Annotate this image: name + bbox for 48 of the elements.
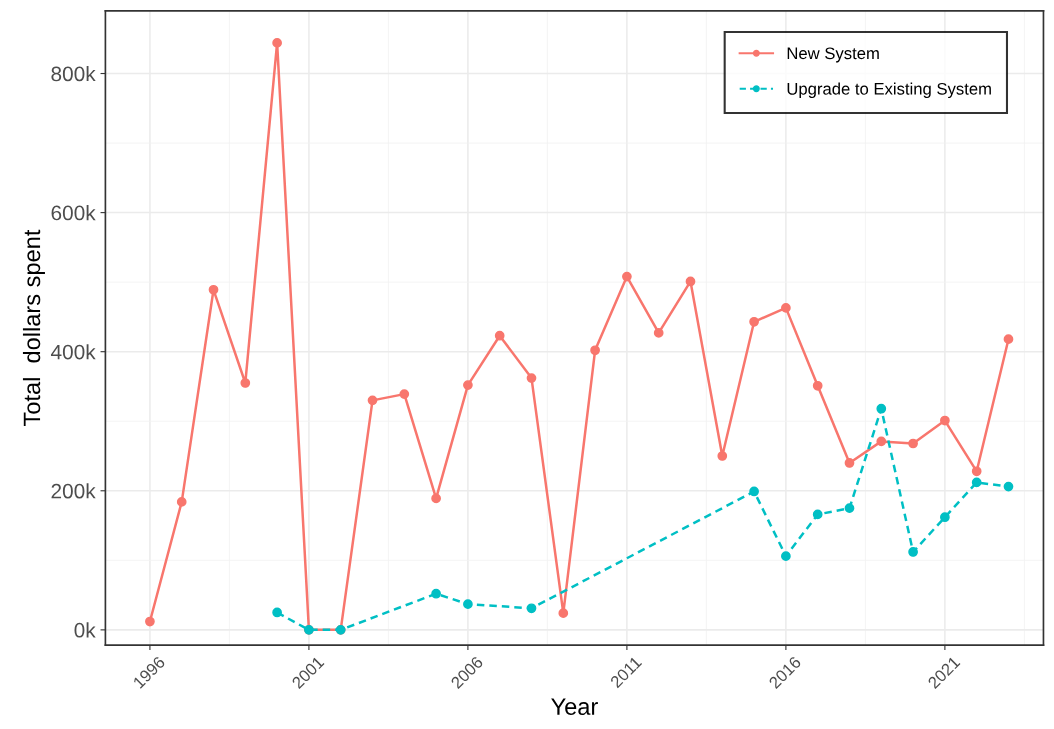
y-tick-label: 600k bbox=[51, 205, 96, 221]
point bbox=[431, 588, 441, 599]
point bbox=[844, 458, 855, 468]
point bbox=[1003, 334, 1014, 345]
point bbox=[876, 403, 887, 414]
legend-label: Upgrade to Existing System bbox=[787, 82, 991, 99]
point bbox=[717, 451, 728, 461]
point bbox=[367, 395, 378, 406]
y-axis-title: Total dollars spent bbox=[22, 229, 45, 426]
point bbox=[399, 389, 410, 399]
point bbox=[526, 373, 537, 383]
point bbox=[812, 380, 823, 391]
point bbox=[272, 607, 282, 618]
point bbox=[590, 345, 600, 356]
point bbox=[622, 271, 632, 282]
point bbox=[526, 603, 537, 614]
point bbox=[463, 380, 473, 390]
point bbox=[781, 303, 791, 313]
y-tick-label: 0k bbox=[74, 622, 96, 638]
point bbox=[844, 503, 855, 514]
y-tick-label: 400k bbox=[50, 344, 96, 360]
y-tick-label: 200k bbox=[51, 483, 96, 499]
point bbox=[971, 466, 982, 477]
point bbox=[908, 547, 918, 557]
point bbox=[940, 415, 950, 426]
point bbox=[176, 497, 187, 507]
point bbox=[1003, 481, 1014, 492]
point bbox=[494, 330, 505, 341]
legend-label: New System bbox=[787, 47, 879, 63]
y-tick-label: 800k bbox=[51, 65, 96, 82]
point bbox=[558, 608, 569, 619]
point bbox=[940, 512, 950, 523]
point bbox=[272, 38, 282, 48]
point bbox=[240, 378, 251, 388]
point bbox=[749, 316, 759, 327]
point bbox=[876, 436, 887, 447]
point bbox=[653, 328, 664, 338]
point bbox=[781, 551, 791, 562]
point bbox=[908, 438, 918, 449]
point bbox=[685, 276, 696, 287]
point bbox=[145, 616, 155, 627]
point bbox=[749, 486, 759, 497]
x-axis-title: Year bbox=[551, 698, 598, 715]
point bbox=[431, 493, 441, 504]
point bbox=[208, 284, 219, 295]
point bbox=[463, 599, 473, 609]
point bbox=[812, 509, 823, 520]
point bbox=[971, 477, 982, 488]
